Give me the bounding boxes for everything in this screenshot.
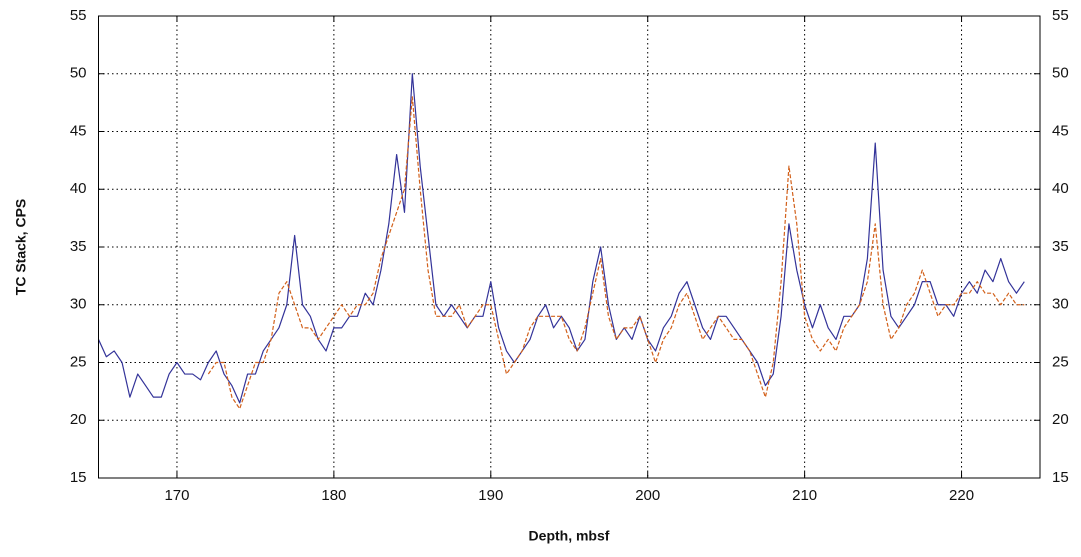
y2-tick-label: 25	[1052, 353, 1069, 370]
y2-tick-label: 50	[1052, 65, 1069, 82]
y2-tick-label: 35	[1052, 238, 1069, 255]
y-axis-title: TC Stack, CPS	[13, 199, 29, 295]
y-tick-label: 15	[70, 469, 87, 486]
y2-tick-label: 20	[1052, 411, 1069, 428]
series-line	[207, 96, 1025, 410]
plot-frame	[98, 15, 1041, 479]
series-line	[97, 73, 1025, 404]
x-tick-label: 170	[164, 487, 189, 504]
y2-tick-label: 55	[1052, 7, 1069, 24]
y2-tick-label: 40	[1052, 180, 1069, 197]
x-tick-label: 210	[792, 487, 817, 504]
y-tick-label: 30	[70, 296, 87, 313]
y-tick-label: 35	[70, 238, 87, 255]
y-tick-label: 25	[70, 353, 87, 370]
y2-tick-label: 45	[1052, 122, 1069, 139]
x-tick-label: 190	[478, 487, 503, 504]
y-tick-label: 40	[70, 180, 87, 197]
y-tick-label: 50	[70, 65, 87, 82]
y2-tick-label: 15	[1052, 469, 1069, 486]
x-axis-title: Depth, mbsf	[529, 528, 610, 544]
y-tick-label: 45	[70, 122, 87, 139]
x-tick-label: 180	[321, 487, 346, 504]
y2-tick-label: 30	[1052, 296, 1069, 313]
y-tick-label: 55	[70, 7, 87, 24]
x-tick-label: 220	[949, 487, 974, 504]
x-tick-label: 200	[635, 487, 660, 504]
y-tick-label: 20	[70, 411, 87, 428]
